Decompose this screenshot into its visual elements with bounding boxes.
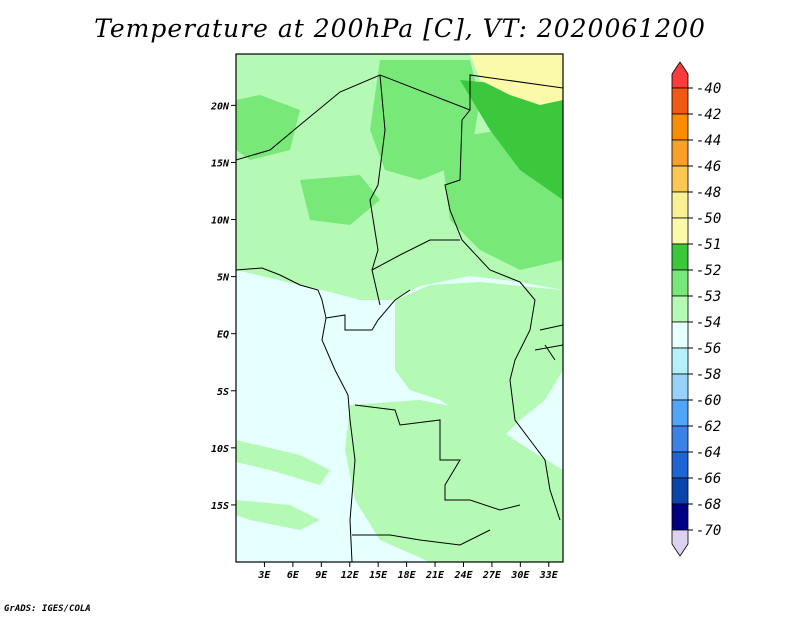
- border-south-2: [352, 529, 491, 546]
- colorbar-label: -54: [696, 315, 721, 331]
- field-patch-4: [300, 175, 380, 225]
- colorbar-segment: [671, 451, 689, 479]
- colorbar-label: -53: [696, 289, 721, 305]
- colorbar-label: -70: [696, 523, 721, 539]
- x-tick-label: 24E: [453, 570, 473, 581]
- x-tick-label: 27E: [482, 570, 502, 581]
- x-tick-label: 30E: [510, 570, 530, 581]
- field-streak-1: [236, 440, 330, 485]
- colorbar-segment: [671, 139, 689, 167]
- colorbar-segment: [671, 217, 689, 245]
- x-tick-label: 33E: [539, 570, 559, 581]
- colorbar-label: -64: [696, 445, 721, 461]
- colorbar-segment: [671, 373, 689, 401]
- y-tick-label: 15N: [211, 158, 230, 169]
- coastline: [236, 267, 356, 562]
- y-tick-label: 5S: [217, 387, 229, 398]
- x-tick-label: 6E: [287, 570, 300, 581]
- colorbar-label: -56: [696, 341, 721, 357]
- colorbar-segment: [671, 321, 689, 349]
- colorbar-label: -58: [696, 367, 721, 383]
- colorbar-label: -68: [696, 497, 721, 513]
- y-axis: 20N 15N 10N 5N EQ 5S 10S 15S: [210, 101, 236, 512]
- y-tick-label: 5N: [217, 273, 230, 284]
- colorbar-label: -60: [696, 393, 721, 409]
- colorbar-label: -51: [696, 237, 721, 253]
- colorbar-label: -46: [696, 159, 721, 175]
- colorbar-label: -62: [696, 419, 721, 435]
- colorbar-segment: [671, 399, 689, 427]
- field-warm-band: [460, 80, 563, 200]
- colorbar-segment: [671, 295, 689, 323]
- colorbar-segment: [671, 269, 689, 297]
- colorbar-segment: [671, 243, 689, 271]
- plot-frame: [235, 53, 564, 563]
- border-east: [509, 281, 561, 521]
- field-dominant-center: [395, 282, 563, 440]
- field-dominant-south: [345, 400, 563, 562]
- colorbar-segment: [671, 425, 689, 453]
- colorbar-segment: [671, 191, 689, 219]
- colorbar-segment: [671, 503, 689, 531]
- y-tick-label: 10S: [211, 444, 229, 455]
- colorbar-label: -66: [696, 471, 721, 487]
- field-warmest-patch: [470, 54, 563, 105]
- colorbar-label: -40: [696, 81, 721, 97]
- temperature-field: [236, 54, 563, 562]
- colorbar-segment: [671, 113, 689, 141]
- colorbar-label: -52: [696, 263, 721, 279]
- colorbar-label: -42: [696, 107, 721, 123]
- field-streak-2: [236, 500, 320, 530]
- credit-text: GrADS: IGES/COLA: [4, 604, 91, 614]
- colorbar-segment: [671, 529, 689, 557]
- y-tick-label: 20N: [210, 101, 230, 112]
- border-lakes: [534, 324, 563, 361]
- border-ew-2: [325, 289, 411, 331]
- x-tick-label: 12E: [341, 570, 360, 581]
- colorbar-segment: [671, 477, 689, 505]
- colorbar-segment: [671, 347, 689, 375]
- border-ew-1: [371, 239, 460, 271]
- colorbar-label: -44: [696, 133, 721, 149]
- border-south-1: [354, 404, 521, 511]
- chart-title: Temperature at 200hPa [C], VT: 202006120…: [94, 14, 706, 43]
- colorbar-segment: [671, 87, 689, 115]
- colorbar-segment: [671, 61, 689, 89]
- border-sahel: [236, 74, 563, 161]
- x-tick-label: 15E: [369, 570, 388, 581]
- colorbar-segment: [671, 165, 689, 193]
- y-tick-label: EQ: [217, 330, 229, 341]
- field-patch-1: [236, 95, 300, 160]
- colorbar: -40 -42 -44 -46 -48 -50 -51 -52 -53 -54 -56 -58 -60 -…: [671, 61, 721, 557]
- colorbar-label: -48: [696, 185, 721, 201]
- x-tick-label: 21E: [425, 570, 445, 581]
- x-tick-label: 3E: [257, 570, 271, 581]
- colorbar-label: -50: [696, 211, 721, 227]
- y-tick-label: 15S: [211, 501, 229, 512]
- border-ns-2: [444, 109, 521, 283]
- x-axis: 3E 6E 9E 12E 15E 18E 21E 24E 27E 30E 33E: [257, 562, 559, 581]
- map-borders: [236, 74, 563, 562]
- x-tick-label: 18E: [398, 570, 417, 581]
- y-tick-label: 10N: [211, 216, 230, 227]
- x-tick-label: 9E: [315, 570, 328, 581]
